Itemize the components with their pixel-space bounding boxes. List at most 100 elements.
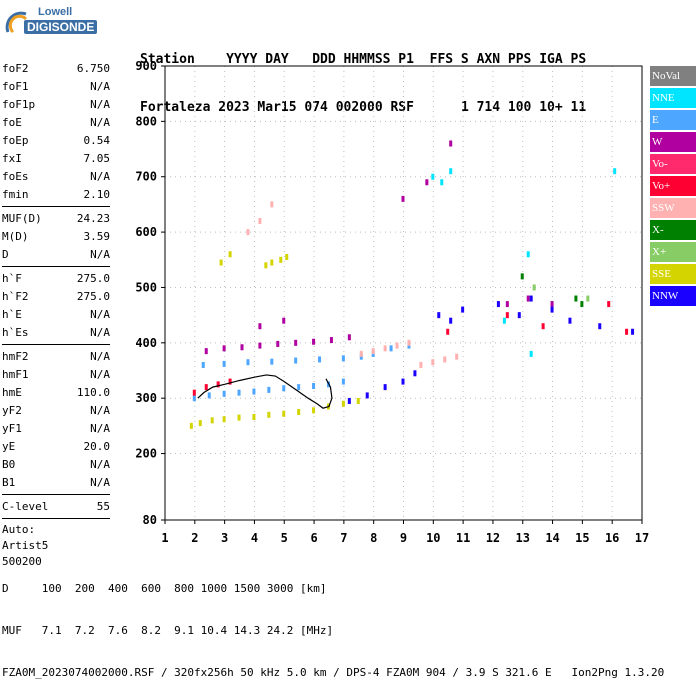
data-point xyxy=(341,355,345,362)
data-point xyxy=(586,295,590,302)
data-point xyxy=(431,173,435,180)
data-point xyxy=(198,420,202,427)
param-row: yF2 N/A xyxy=(2,402,110,420)
param-row: foF1p N/A xyxy=(2,96,110,114)
data-point xyxy=(401,378,405,385)
header-time-label: DDD HHMMSS P1 xyxy=(312,52,414,67)
param-label: h`E xyxy=(2,308,22,321)
param-row: B0 N/A xyxy=(2,456,110,474)
data-point xyxy=(329,337,333,344)
header-station-label: Station xyxy=(140,52,195,67)
data-point xyxy=(276,340,280,347)
param-value: N/A xyxy=(90,368,110,381)
y-tick-label: 400 xyxy=(135,336,157,350)
data-point xyxy=(383,384,387,391)
data-point xyxy=(383,345,387,352)
auto-scaling-line3: 500200 xyxy=(2,555,42,568)
param-row: foF2 6.750 xyxy=(2,60,110,78)
param-label: M(D) xyxy=(2,230,29,243)
data-point xyxy=(282,385,286,392)
data-point xyxy=(216,381,220,388)
data-point xyxy=(341,400,345,407)
data-point xyxy=(550,306,554,313)
param-row: D N/A xyxy=(2,246,110,264)
param-value: N/A xyxy=(90,248,110,261)
param-label: foE xyxy=(2,116,22,129)
param-value: N/A xyxy=(90,350,110,363)
param-label: yF2 xyxy=(2,404,22,417)
data-point xyxy=(580,301,584,308)
param-value: N/A xyxy=(90,476,110,489)
param-value: 24.23 xyxy=(76,212,110,225)
data-point xyxy=(237,389,241,396)
y-tick-label: 200 xyxy=(135,447,157,461)
param-row: foF1 N/A xyxy=(2,78,110,96)
data-point xyxy=(389,345,393,352)
data-point xyxy=(496,301,500,308)
data-point xyxy=(446,328,450,335)
param-row: M(D) 3.59 xyxy=(2,228,110,246)
data-point xyxy=(607,301,611,308)
data-point xyxy=(419,361,423,368)
data-point xyxy=(264,262,268,269)
header-mode-value: 1 714 100 10+ 11 xyxy=(460,100,587,115)
param-row: C-level 55 xyxy=(2,498,110,516)
data-point xyxy=(219,259,223,266)
param-value: N/A xyxy=(90,326,110,339)
data-point xyxy=(413,370,417,377)
data-point xyxy=(297,409,301,416)
data-point xyxy=(258,323,262,330)
param-value: 20.0 xyxy=(83,440,111,453)
data-point xyxy=(279,256,283,263)
x-tick-label: 9 xyxy=(400,531,407,545)
legend-item: Vo+ xyxy=(650,176,696,196)
data-point xyxy=(285,254,289,261)
x-tick-label: 1 xyxy=(161,531,168,545)
data-point xyxy=(526,251,530,258)
legend-item: NNE xyxy=(650,88,696,108)
data-point xyxy=(347,334,351,341)
data-point xyxy=(568,317,572,324)
data-point xyxy=(550,301,554,308)
data-point xyxy=(505,312,509,319)
data-point xyxy=(204,348,208,355)
ionogram-chart: 1 2 3 4 5 6 7 8 9 10 11 12 13 14 15 16 17802003004005006… xyxy=(135,59,649,545)
param-value: N/A xyxy=(90,116,110,129)
param-value: 7.05 xyxy=(83,152,111,165)
data-point xyxy=(267,386,271,393)
param-value: 6.750 xyxy=(76,62,110,75)
param-value: N/A xyxy=(90,80,110,93)
param-label: hmF2 xyxy=(2,350,29,363)
x-tick-label: 5 xyxy=(281,531,288,545)
param-separator xyxy=(2,206,110,207)
auto-scaling-line1: Auto: xyxy=(2,523,36,536)
x-tick-label: 2 xyxy=(191,531,198,545)
footer-info-row: FZA0M_2023074002000.RSF / 320fx256h 50 k… xyxy=(2,666,665,679)
param-value: N/A xyxy=(90,308,110,321)
polarization-legend: NoVal NNE E W Vo- Vo+ SSW X- X+ SSE NNW xyxy=(650,66,696,308)
lowell-digisonde-logo: Lowell DIGISONDE xyxy=(2,6,112,42)
data-point xyxy=(401,195,405,202)
param-row: fxI 7.05 xyxy=(2,150,110,168)
data-point xyxy=(613,168,617,175)
data-point xyxy=(541,323,545,330)
data-point xyxy=(210,417,214,424)
legend-item: SSW xyxy=(650,198,696,218)
x-tick-label: 7 xyxy=(340,531,347,545)
data-point xyxy=(312,407,316,414)
param-label: fxI xyxy=(2,152,22,165)
data-point xyxy=(505,301,509,308)
param-value: 275.0 xyxy=(76,272,110,285)
x-tick-label: 15 xyxy=(575,531,589,545)
data-point xyxy=(237,414,241,421)
param-value: N/A xyxy=(90,170,110,183)
x-tick-label: 14 xyxy=(545,531,559,545)
param-row: hmE 110.0 xyxy=(2,384,110,402)
legend-item: E xyxy=(650,110,696,130)
data-point xyxy=(341,378,345,385)
data-point xyxy=(526,295,530,302)
station-header: Station YYYY DAY DDD HHMMSS P1 FFS S AXN… xyxy=(140,20,586,132)
logo-line2: DIGISONDE xyxy=(24,20,98,34)
param-label: foF1 xyxy=(2,80,29,93)
param-row: B1 N/A xyxy=(2,474,110,492)
